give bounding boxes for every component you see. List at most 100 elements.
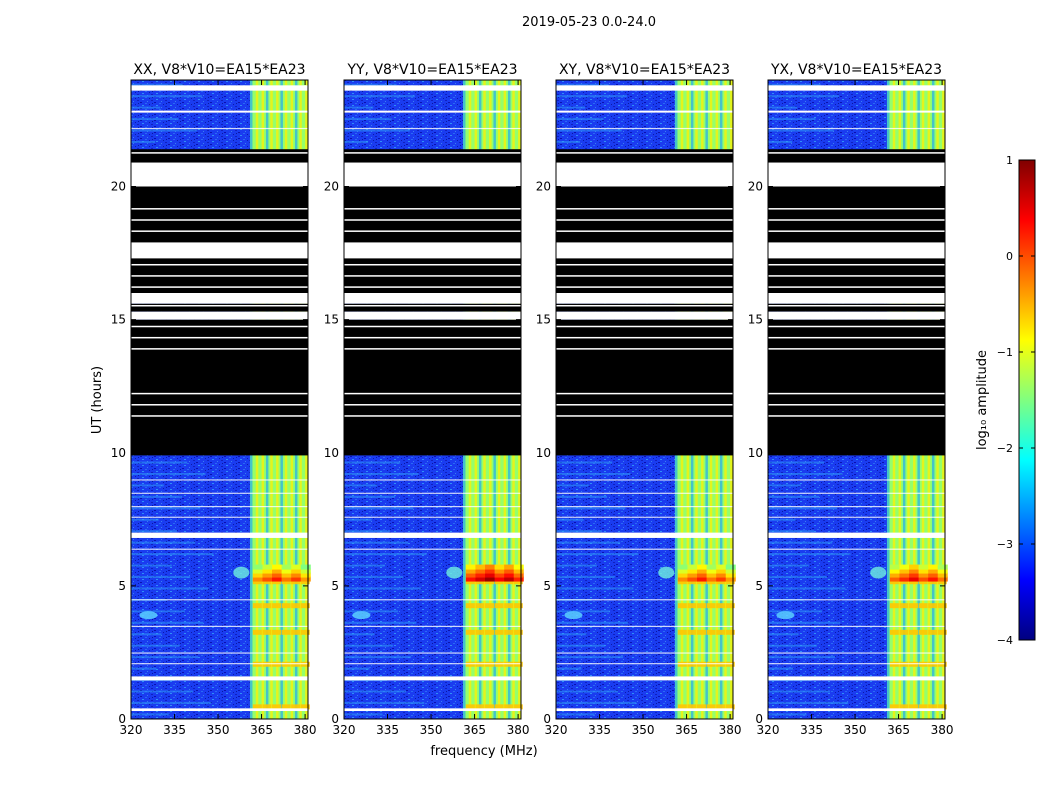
rfi-cell: [291, 579, 301, 585]
integration-gap: [556, 127, 733, 130]
integration-gap: [131, 479, 308, 481]
noise-streak: [556, 587, 634, 590]
blank-row: [131, 85, 308, 91]
rfi-cell: [475, 603, 485, 609]
flag-gap: [768, 208, 945, 210]
rfi-cell: [252, 579, 262, 585]
blank-row: [344, 110, 521, 113]
blank-row: [768, 110, 945, 113]
rfi-burst-cell: [475, 572, 486, 578]
rfi-burst-cell: [918, 576, 929, 582]
rfi-cell: [928, 603, 938, 609]
noise-streak: [556, 518, 584, 521]
rfi-cell: [291, 704, 301, 710]
rfi-burst-cell: [725, 576, 736, 582]
rfi-cell: [513, 629, 523, 635]
noise-streak: [131, 564, 172, 567]
rfi-cell: [889, 704, 899, 710]
flag-gap: [344, 230, 521, 232]
x-tick-label: 350: [207, 723, 230, 737]
integration-gap: [768, 548, 945, 550]
rfi-burst-cell: [494, 576, 505, 582]
flag-gap: [768, 286, 945, 288]
rfi-cell: [272, 603, 282, 609]
rfi-burst-cell: [697, 572, 708, 578]
flag-gap: [344, 219, 521, 221]
rfi-cell: [889, 629, 899, 635]
noise-streak: [344, 644, 393, 647]
x-tick-label: 335: [800, 723, 823, 737]
noise-streak: [556, 495, 608, 498]
noise-streak: [131, 140, 156, 143]
rfi-burst-cell: [465, 576, 476, 582]
rfi-cell: [697, 704, 707, 710]
integration-gap: [556, 652, 733, 654]
panel-frame: [767, 79, 946, 720]
noise-streak: [131, 610, 185, 613]
colorbar: log₁₀ amplitude 1 0 −1 −2 −3 −4: [975, 154, 1036, 647]
rfi-blob: [564, 611, 583, 620]
noise-streak: [556, 644, 605, 647]
y-tick-label: 15: [324, 313, 339, 327]
rfi-burst-cell: [706, 572, 717, 578]
blank-row: [344, 708, 521, 712]
rfi-burst-cell: [909, 568, 920, 574]
colorbar-tick-label: −1: [997, 346, 1013, 359]
rfi-cell: [899, 603, 909, 609]
noise-streak: [768, 713, 807, 716]
noise-streak: [131, 83, 184, 86]
integration-gap: [768, 599, 945, 601]
flag-gap: [768, 325, 945, 328]
integration-gap: [556, 492, 733, 494]
noise-streak: [344, 633, 375, 636]
flag-gap: [131, 286, 308, 288]
rfi-burst-cell: [889, 568, 900, 574]
rfi-burst-cell: [706, 576, 717, 582]
flag-gap: [556, 275, 733, 277]
rfi-burst-cell: [937, 576, 948, 582]
noise-streak: [768, 140, 793, 143]
panel-frame: [555, 79, 734, 720]
x-tick-label: 350: [420, 723, 443, 737]
colorbar-tick-label: −3: [997, 538, 1013, 551]
blank-row: [131, 311, 308, 320]
blank-row: [556, 293, 733, 304]
integration-gap: [556, 548, 733, 550]
colorbar-tick-label: −4: [997, 634, 1013, 647]
noise-streak: [131, 633, 162, 636]
noise-streak: [344, 461, 401, 464]
noise-streak: [556, 564, 597, 567]
noise-streak: [131, 621, 204, 624]
noise-streak: [131, 95, 202, 98]
flag-gap: [344, 348, 521, 350]
integration-gap: [131, 599, 308, 601]
y-tick-label: 15: [111, 313, 126, 327]
x-tick-label: 335: [376, 723, 399, 737]
rfi-burst-cell: [252, 568, 263, 574]
noise-streak: [556, 106, 586, 109]
rfi-burst-cell: [725, 572, 736, 578]
noise-streak: [344, 495, 396, 498]
noise-streak: [131, 690, 193, 693]
rfi-cell: [262, 603, 272, 609]
rfi-burst-cell: [937, 572, 948, 578]
noise-streak: [131, 118, 179, 121]
flag-gap: [344, 404, 521, 406]
rfi-cell: [937, 603, 947, 609]
flag-gap: [556, 415, 733, 417]
noise-streak: [556, 484, 589, 487]
x-tick-label: 380: [507, 723, 530, 737]
rfi-burst-cell: [899, 576, 910, 582]
rfi-cell: [697, 579, 707, 585]
rfi-burst-cell: [909, 564, 920, 570]
rfi-burst-cell: [909, 576, 920, 582]
flag-gap: [556, 304, 733, 307]
flag-gap: [344, 208, 521, 210]
rfi-cell: [909, 629, 919, 635]
rfi-blob: [776, 611, 795, 620]
noise-streak: [344, 95, 415, 98]
rfi-burst-cell: [937, 564, 948, 570]
rfi-burst-cell: [300, 572, 311, 578]
rfi-burst-cell: [899, 572, 910, 578]
colorbar-tick-label: 0: [1006, 250, 1013, 263]
